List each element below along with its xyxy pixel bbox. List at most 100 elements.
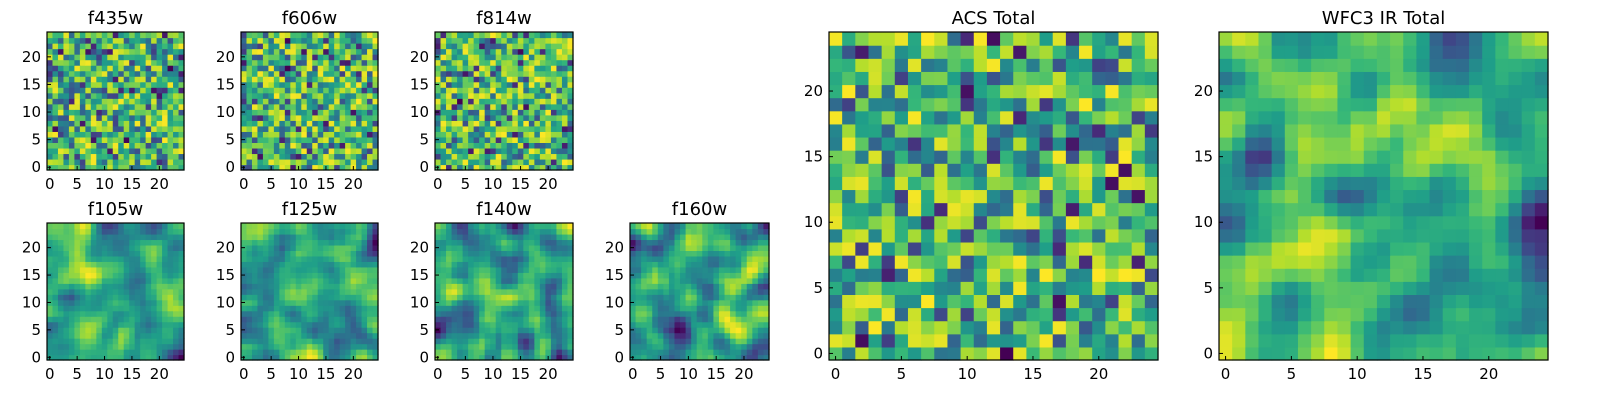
heatmap-cell — [702, 283, 709, 290]
heatmap-cell — [112, 239, 119, 246]
heatmap-cell — [663, 223, 670, 230]
heatmap-cell — [52, 76, 59, 83]
heatmap-cell — [752, 233, 759, 241]
heatmap-cell — [523, 87, 530, 94]
heatmap-cell — [268, 120, 275, 127]
heatmap-cell — [490, 338, 497, 345]
heatmap-cell — [468, 131, 475, 138]
heatmap-cell — [178, 228, 185, 235]
heatmap-cell — [306, 266, 313, 273]
heatmap-cell — [268, 109, 275, 116]
heatmap-cell — [501, 332, 508, 339]
heatmap-cell — [290, 153, 297, 160]
heatmap-cell — [1052, 268, 1067, 282]
heatmap-cell — [262, 327, 269, 334]
heatmap-cell — [85, 37, 92, 44]
heatmap-cell — [328, 54, 335, 61]
heatmap-cell — [567, 310, 574, 317]
heatmap-cell — [372, 277, 379, 284]
heatmap-cell — [101, 233, 108, 241]
heatmap-cell — [691, 239, 698, 246]
heatmap-cell — [446, 305, 453, 312]
heatmap-cell — [361, 310, 368, 317]
heatmap-cell — [545, 228, 552, 235]
heatmap-cell — [495, 54, 502, 61]
heatmap-cell — [730, 343, 737, 350]
heatmap-cell — [90, 316, 97, 323]
heatmap-cell — [1026, 255, 1041, 269]
heatmap-cell — [372, 131, 379, 138]
heatmap-cell — [317, 239, 324, 246]
heatmap-cell — [101, 131, 108, 138]
heatmap-cell — [462, 332, 469, 339]
heatmap-cell — [528, 37, 535, 44]
heatmap-cell — [868, 320, 883, 335]
heatmap-cell — [517, 261, 524, 268]
heatmap-cell — [457, 228, 464, 235]
heatmap-cell — [534, 261, 541, 268]
heatmap-cell — [479, 43, 486, 50]
heatmap-cell — [484, 327, 491, 334]
heatmap-cell — [284, 76, 291, 83]
heatmap-cell — [257, 92, 264, 99]
heatmap-cell — [468, 310, 475, 317]
heatmap-cell — [495, 316, 502, 323]
heatmap-cell — [156, 255, 163, 262]
heatmap-cell — [356, 120, 363, 127]
heatmap-cell — [118, 354, 125, 361]
axes-frame — [240, 222, 379, 361]
heatmap-cell — [129, 266, 136, 273]
heatmap-cell — [468, 103, 475, 110]
heatmap-cell — [468, 261, 475, 268]
heatmap-cell — [257, 43, 264, 50]
heatmap-cell — [74, 158, 81, 166]
heatmap-cell — [372, 283, 379, 290]
heatmap-cell — [140, 98, 147, 105]
heatmap-cell — [630, 343, 637, 350]
heatmap-cell — [986, 320, 1001, 335]
heatmap-cell — [345, 76, 352, 83]
heatmap-cell — [306, 250, 313, 257]
heatmap-cell — [134, 223, 141, 230]
heatmap-cell — [517, 81, 524, 88]
heatmap-cell — [1065, 163, 1080, 177]
heatmap-cell — [312, 70, 319, 77]
heatmap-cell — [306, 244, 313, 251]
heatmap-cell — [1105, 176, 1120, 191]
heatmap-cell — [251, 120, 259, 127]
heatmap-cell — [90, 272, 97, 279]
heatmap-cell — [986, 123, 1001, 138]
heatmap-cell — [1092, 176, 1106, 191]
heatmap-cell — [973, 241, 988, 256]
heatmap-cell — [523, 228, 530, 235]
heatmap-cell — [74, 316, 81, 323]
heatmap-cell — [118, 239, 125, 246]
heatmap-cell — [372, 223, 379, 230]
heatmap-cell — [345, 59, 352, 66]
heatmap-cell — [685, 332, 692, 339]
heatmap-cell — [112, 92, 119, 99]
heatmap-cell — [151, 239, 158, 246]
heatmap-cell — [484, 349, 491, 356]
heatmap-cell — [134, 98, 141, 105]
heatmap-cell — [290, 255, 297, 262]
heatmap-cell — [921, 150, 935, 164]
heatmap-cell — [1065, 320, 1080, 335]
heatmap-cell — [528, 48, 535, 55]
heatmap-cell — [484, 316, 491, 323]
heatmap-cell — [306, 158, 313, 166]
heatmap-cell — [118, 327, 125, 334]
heatmap-cell — [96, 136, 103, 143]
x-tick-label: 5 — [266, 365, 276, 383]
heatmap-cell — [79, 266, 86, 273]
heatmap-cell — [162, 43, 169, 50]
heatmap-cell — [90, 70, 97, 77]
heatmap-cell — [663, 299, 670, 306]
heatmap-cell — [312, 92, 319, 99]
heatmap-cell — [257, 338, 264, 345]
heatmap-cell — [730, 338, 737, 345]
heatmap-cell — [162, 266, 169, 273]
heatmap-cell — [484, 305, 491, 312]
heatmap-cell — [539, 354, 546, 361]
